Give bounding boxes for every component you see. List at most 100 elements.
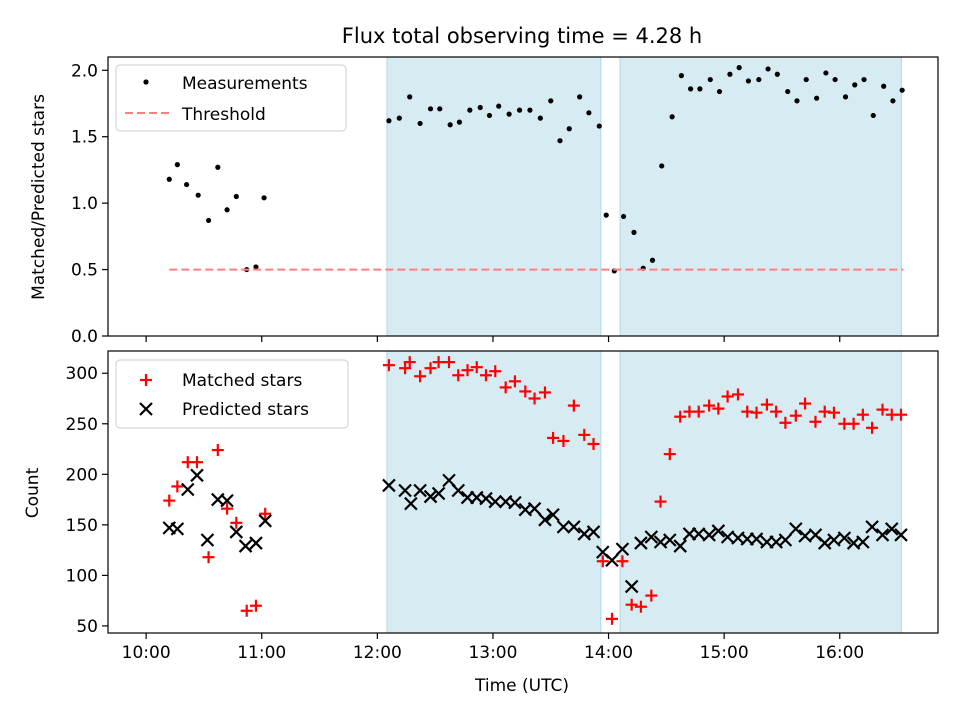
bottom-axes-frame [107,350,939,634]
matched-point [789,409,802,422]
y-tick-label: 0.0 [71,327,98,347]
predicted-point [431,486,446,501]
predicted-point-b [778,533,793,547]
x-tick-label: 11:00 [237,643,286,663]
measurement-point [417,120,423,127]
predicted-point [884,522,899,536]
predicted-point-b [846,536,861,550]
measurement-point [253,264,259,270]
matched-point [712,402,725,415]
predicted-point [488,494,503,509]
measurement-point [407,94,413,100]
measurement-point [566,126,572,132]
x-axis-label: Time (UTC) [474,676,569,696]
predicted-point-b [249,536,263,550]
measurement-point [870,112,876,119]
y-tick-label: 100 [66,566,98,586]
measurement-point [506,111,512,117]
measurement-point [174,162,180,168]
measurement-point [557,138,563,144]
predicted-point [170,522,185,536]
predicted-point [615,542,630,556]
predicted-point-b [546,507,560,522]
top-legend-box [115,64,347,132]
bottom-plot-area [162,356,908,625]
predicted-point [220,493,234,508]
matched-point [587,437,600,450]
predicted-point-b [220,493,234,508]
predicted-point [258,514,272,528]
predicted-point-b [702,528,716,542]
measurement-point [890,98,896,104]
predicted-point-b [663,533,677,547]
predicted-point-b [577,527,592,541]
predicted-point-b [170,522,185,536]
matched-point [202,551,215,564]
predicted-point [538,513,552,527]
measurement-point [577,94,583,100]
shaded-interval-2 [619,350,902,634]
matched-point [625,598,638,611]
matched-point [528,392,541,405]
measurement-point [537,115,543,121]
matched-point [211,444,224,457]
measurement-point [447,122,453,128]
predicted-point [644,530,659,544]
bottom-x-ticks: 10:00 11:00 12:00 13:00 14:00 15:00 16:00 [122,633,864,663]
top-axes-frame [107,56,939,337]
measurement-point [774,71,780,77]
predicted-point [634,536,648,550]
matched-point [703,399,716,412]
measurement-point [899,87,905,93]
predicted-point-b [875,528,890,542]
predicted-point-b [488,494,503,509]
measurement-point [437,106,443,112]
measurement-point [596,123,602,129]
measurement-point [166,176,172,182]
measurement-point [184,181,190,188]
predicted-point-b [673,539,687,553]
y-tick-label: 1.5 [71,128,98,148]
matched-point [489,365,502,378]
matched-point [480,369,493,382]
predicted-point-b [556,520,571,534]
matched-point [654,495,667,508]
measurement-point [631,229,637,235]
measurement-point [233,193,239,200]
matched-point [799,397,812,410]
predicted-point [229,525,244,539]
predicted-point [894,528,908,542]
predicted-point-b [644,530,659,544]
predicted-point [238,539,253,553]
y-tick-label: 1.0 [71,194,98,214]
measurement-point [649,257,656,263]
bottom-shaded-bands [386,350,902,634]
measurement-point [852,82,858,88]
bottom-y-axis-label: Count [23,467,43,518]
x-tick-label: 12:00 [353,643,402,663]
predicted-point-b [837,531,852,545]
predicted-point [479,491,493,506]
predicted-point-b [538,513,552,527]
bottom-panel: 50 100 150 200 250 300 10:00 11:00 12:00 13:00 14… [23,350,939,696]
measurement-point [823,70,829,76]
predicted-point [673,539,687,553]
x-tick-label: 10:00 [122,643,171,663]
matched-point [538,386,551,399]
predicted-point-b [229,525,244,539]
predicted-point [556,520,571,534]
predicted-point-b [749,532,764,546]
predicted-point-b [798,529,812,543]
y-tick-label: 2.0 [71,61,98,81]
predicted-point-b [817,536,832,550]
matched-point [578,428,591,441]
measurement-point [527,107,533,113]
matched-point [221,502,234,515]
matched-point [382,359,395,372]
measurement-point [727,71,733,77]
predicted-point [567,520,581,534]
measurement-point [736,65,742,71]
measurement-point [396,115,402,121]
measurement-point [205,217,212,224]
matched-point [461,364,474,377]
